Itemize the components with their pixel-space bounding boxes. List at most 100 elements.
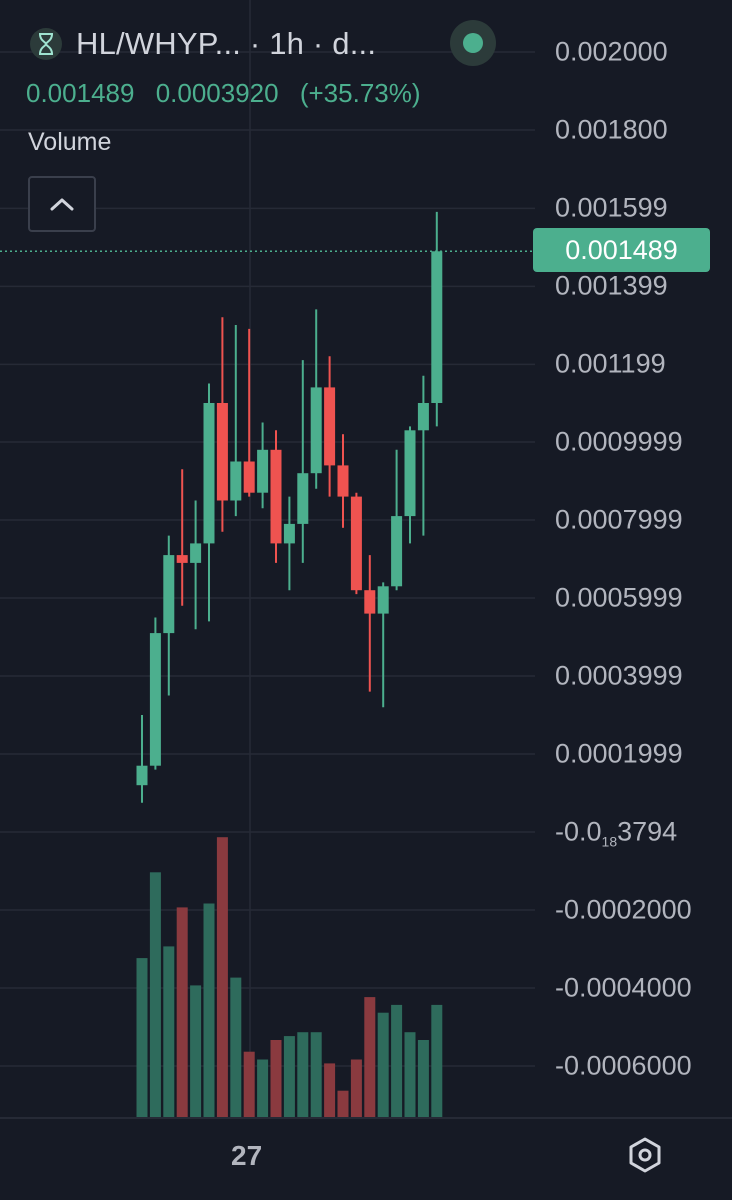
price-change-percent: (+35.73%) bbox=[299, 78, 421, 108]
price-axis-label: 0.0007999 bbox=[555, 504, 683, 535]
volume-bar bbox=[310, 1032, 322, 1118]
candle[interactable] bbox=[257, 422, 269, 509]
live-status-dot-icon bbox=[450, 20, 496, 66]
candle[interactable] bbox=[190, 500, 202, 630]
price-axis-label: -0.0002000 bbox=[555, 894, 692, 925]
chart-grid bbox=[0, 0, 535, 1118]
volume-bar bbox=[377, 1012, 389, 1118]
candle-body bbox=[257, 449, 269, 493]
candle-body bbox=[136, 765, 148, 786]
candle-body bbox=[270, 449, 282, 544]
price-axis-label: 0.0001999 bbox=[555, 738, 683, 769]
volume-bar bbox=[297, 1032, 309, 1118]
volume-bar bbox=[391, 1004, 403, 1118]
candle-body bbox=[297, 473, 309, 524]
volume-bar bbox=[257, 1059, 269, 1118]
title-row[interactable]: HL/WHYP... · 1h · d... bbox=[30, 22, 376, 66]
volume-bars bbox=[136, 837, 443, 1118]
candle[interactable] bbox=[163, 535, 175, 696]
candle-body bbox=[230, 461, 242, 501]
candle-body bbox=[149, 633, 161, 766]
candle[interactable] bbox=[364, 555, 376, 692]
price-axis-label: -0.0006000 bbox=[555, 1050, 692, 1081]
price-axis-label: -0.0004000 bbox=[555, 972, 692, 1003]
volume-bar bbox=[203, 903, 215, 1118]
hourglass-logo-icon bbox=[30, 28, 62, 60]
candle-body bbox=[431, 251, 443, 403]
candle-body bbox=[377, 586, 389, 614]
candle-body bbox=[324, 387, 336, 466]
collapse-indicators-button[interactable] bbox=[28, 176, 96, 232]
volume-bar bbox=[163, 946, 175, 1118]
candle[interactable] bbox=[270, 430, 282, 563]
price-axis-label: 0.001399 bbox=[555, 270, 668, 301]
price-axis-label: 0.0003999 bbox=[555, 660, 683, 691]
price-axis-label: 0.001800 bbox=[555, 114, 668, 145]
volume-bar bbox=[190, 985, 202, 1118]
volume-bar bbox=[149, 872, 161, 1118]
price-summary: 0.001489 0.0003920 (+35.73%) bbox=[26, 78, 435, 109]
candle[interactable] bbox=[203, 383, 215, 622]
candle-body bbox=[337, 465, 349, 497]
time-axis-label: 27 bbox=[231, 1140, 263, 1171]
volume-bar bbox=[230, 977, 242, 1118]
price-axis-label: 0.0005999 bbox=[555, 582, 683, 613]
candle[interactable] bbox=[310, 309, 322, 489]
candlesticks bbox=[136, 211, 443, 803]
volume-bar bbox=[136, 958, 148, 1118]
price-axis-label: 0.002000 bbox=[555, 36, 668, 67]
candle[interactable] bbox=[404, 426, 416, 544]
candle[interactable] bbox=[391, 449, 403, 591]
candle-body bbox=[176, 555, 188, 563]
volume-bar bbox=[243, 1051, 255, 1118]
volume-indicator-label[interactable]: Volume bbox=[28, 128, 112, 156]
candle[interactable] bbox=[216, 317, 228, 532]
candle[interactable] bbox=[417, 375, 429, 536]
hexagon-settings-icon[interactable] bbox=[626, 1136, 664, 1174]
price-axis-label: 0.001599 bbox=[555, 192, 668, 223]
candle-body bbox=[350, 496, 362, 591]
volume-bar bbox=[270, 1040, 282, 1118]
candle[interactable] bbox=[431, 211, 443, 427]
candle[interactable] bbox=[149, 617, 161, 770]
price-change: 0.0003920 bbox=[155, 78, 279, 108]
candle-body bbox=[216, 403, 228, 501]
candle-body bbox=[417, 403, 429, 431]
volume-bar bbox=[324, 1063, 336, 1118]
candle[interactable] bbox=[230, 325, 242, 517]
candle[interactable] bbox=[350, 492, 362, 595]
volume-bar bbox=[404, 1032, 416, 1118]
price-axis-label: 0.0009999 bbox=[555, 426, 683, 457]
candle[interactable] bbox=[297, 360, 309, 563]
volume-bar bbox=[337, 1090, 349, 1118]
current-price: 0.001489 bbox=[26, 78, 135, 108]
candle-body bbox=[203, 403, 215, 544]
candle-body bbox=[190, 543, 202, 563]
candle[interactable] bbox=[243, 328, 255, 497]
last-price-tag: 0.001489 bbox=[533, 228, 710, 272]
candle-body bbox=[404, 430, 416, 517]
price-axis-label: -0.0183794 bbox=[555, 816, 678, 850]
chevron-up-icon bbox=[50, 198, 74, 211]
candle-body bbox=[391, 516, 403, 587]
volume-bar bbox=[216, 837, 228, 1118]
pair-title: HL/WHYP... · 1h · d... bbox=[76, 26, 377, 61]
volume-bar bbox=[350, 1059, 362, 1118]
candle-body bbox=[283, 523, 295, 544]
candle-body bbox=[163, 555, 175, 634]
candle[interactable] bbox=[377, 582, 389, 708]
candle[interactable] bbox=[176, 469, 188, 606]
volume-bar bbox=[176, 907, 188, 1118]
price-axis-label: 0.001199 bbox=[555, 348, 666, 379]
candle-body bbox=[310, 387, 322, 474]
candle[interactable] bbox=[324, 356, 336, 497]
candle-body bbox=[243, 461, 255, 493]
candle[interactable] bbox=[136, 715, 148, 803]
candle[interactable] bbox=[337, 434, 349, 528]
volume-bar bbox=[431, 1004, 443, 1118]
volume-bar bbox=[417, 1040, 429, 1118]
volume-bar bbox=[364, 997, 376, 1118]
candle[interactable] bbox=[283, 496, 295, 591]
volume-bar bbox=[283, 1036, 295, 1118]
